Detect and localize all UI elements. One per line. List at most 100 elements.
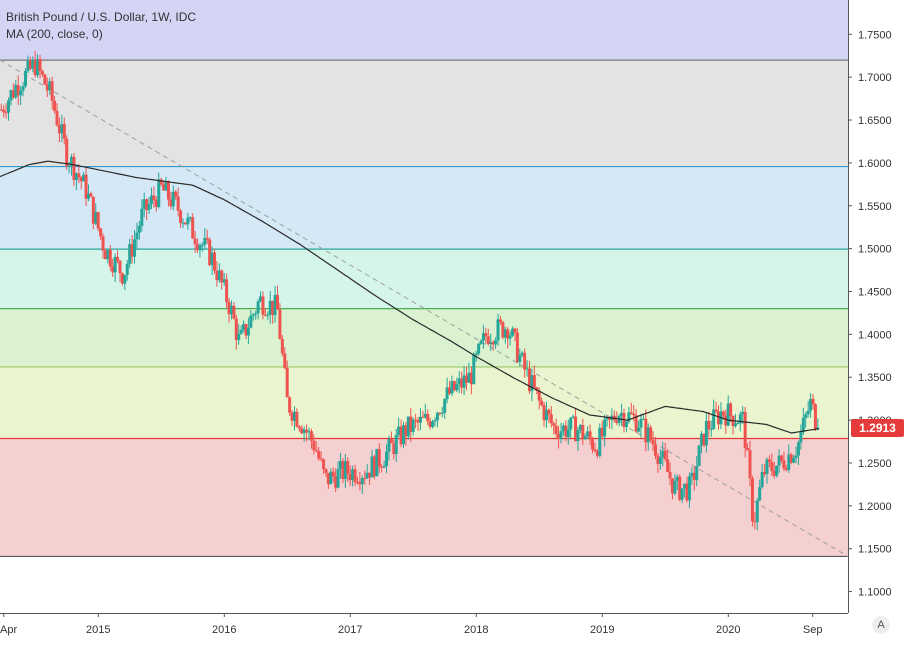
candle-body (288, 397, 292, 413)
candle-body (746, 448, 750, 451)
candle-body (515, 332, 519, 362)
candle-body (285, 367, 289, 398)
trendline-layer (0, 59, 849, 557)
candle-body (322, 459, 326, 469)
candle-body (0, 109, 3, 111)
price-tick-label: 1.1000 (858, 587, 892, 599)
fib-band (0, 0, 848, 61)
candle-body (758, 487, 762, 501)
candle-body (222, 279, 226, 283)
price-tick-label: 1.1500 (858, 544, 892, 556)
candle-body (431, 421, 435, 427)
candle-body (9, 90, 13, 101)
candle-body (673, 480, 677, 494)
auto-scale-button[interactable]: A (872, 616, 890, 634)
candle-body (375, 448, 379, 477)
price-tick-label: 1.5500 (858, 201, 892, 213)
candle-body (668, 471, 672, 479)
candle-body (290, 412, 294, 421)
time-axis-bg (0, 613, 907, 642)
candle-body (111, 266, 115, 273)
candle-body (387, 438, 391, 452)
candle-body (142, 199, 146, 209)
candle-body (680, 488, 684, 500)
candle-body (67, 165, 71, 167)
candle-body (578, 425, 582, 431)
candle-body (591, 439, 595, 450)
candle-body (334, 476, 338, 488)
candle-body (65, 138, 69, 167)
price-tick-label: 1.2500 (858, 458, 892, 470)
candle-body (416, 419, 420, 423)
candle-body (615, 420, 619, 423)
time-tick-label: 2020 (716, 624, 740, 636)
candle-body (603, 419, 607, 437)
candle-body (152, 195, 156, 201)
candle-body (331, 471, 335, 477)
candle-body (438, 412, 442, 414)
candle-body (525, 368, 529, 370)
candle-body (208, 239, 212, 266)
candle-body (743, 411, 747, 449)
candle-body (326, 473, 330, 485)
candle-body (38, 59, 42, 72)
candle-body (125, 263, 129, 276)
candle-body (649, 427, 653, 441)
candle-body (181, 222, 185, 224)
candle-body (191, 217, 195, 239)
candle-body (77, 173, 81, 178)
candle-body (89, 193, 93, 197)
fibonacci-retracement (0, 0, 848, 558)
candle-body (435, 412, 439, 421)
candle-body (166, 182, 170, 200)
candle-body (254, 313, 258, 315)
candle-body (646, 427, 650, 443)
candle-body (479, 340, 483, 344)
candle-body (198, 245, 202, 251)
candle-body (702, 433, 706, 446)
candle-body (62, 124, 66, 139)
candle-body (709, 428, 713, 430)
candle-body (520, 352, 524, 356)
candle-body (792, 457, 796, 463)
last-price-tag: 1.2913 (851, 418, 904, 437)
candle-body (469, 372, 473, 385)
candle-body (491, 342, 495, 345)
price-tick-label: 1.6000 (858, 158, 892, 170)
candle-body (372, 456, 376, 477)
candle-body (399, 426, 403, 445)
candle-body (770, 461, 774, 471)
candle-body (460, 378, 464, 388)
candle-body (377, 448, 381, 467)
candle-body (113, 256, 117, 273)
price-tick-label: 1.7000 (858, 72, 892, 84)
candle-body (341, 461, 345, 479)
candle-body (229, 305, 233, 315)
candle-body (607, 417, 611, 420)
candle-body (133, 239, 137, 257)
candle-body (700, 433, 704, 446)
candle-body (443, 399, 447, 413)
candle-body (445, 387, 449, 400)
candle-body (765, 459, 769, 475)
candle-body (426, 413, 430, 422)
candle-body (569, 417, 573, 430)
candle-body (86, 193, 90, 199)
candle-body (760, 471, 764, 488)
candle-body (559, 431, 563, 439)
candle-body (31, 60, 35, 69)
candle-body (266, 314, 270, 316)
candle-body (251, 314, 255, 316)
candle-body (16, 85, 20, 96)
candle-body (501, 321, 505, 338)
candle-body (164, 182, 168, 191)
candle-body (53, 100, 57, 111)
candle-body (586, 431, 590, 437)
candle-body (748, 450, 752, 479)
candle-body (513, 328, 517, 333)
candle-body (309, 431, 313, 441)
candle-body (60, 124, 64, 134)
